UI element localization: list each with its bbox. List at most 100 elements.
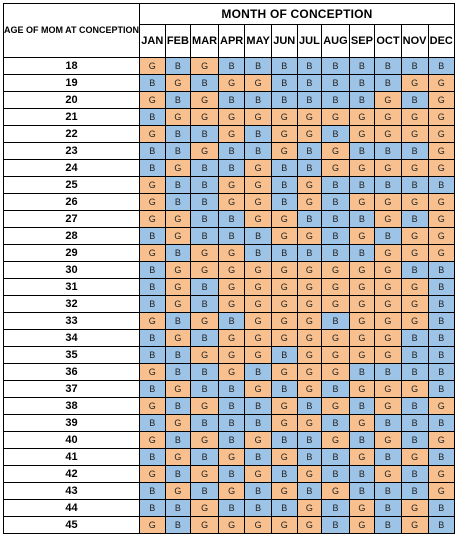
- gender-cell: G: [400, 516, 429, 534]
- gender-cell: G: [348, 516, 376, 534]
- gender-cell: G: [321, 142, 350, 160]
- gender-cell: G: [321, 295, 350, 313]
- gender-cell: B: [427, 329, 455, 347]
- gender-cell: B: [374, 414, 402, 432]
- gender-cell: B: [270, 431, 298, 449]
- gender-cell: G: [164, 227, 192, 245]
- gender-cell: G: [348, 346, 376, 364]
- gender-cell: B: [244, 125, 272, 143]
- gender-cell: G: [217, 329, 246, 347]
- gender-cell: G: [164, 210, 192, 228]
- gender-cell: G: [374, 346, 402, 364]
- gender-cell: B: [139, 295, 166, 313]
- table-row: 21 B G G G G G G G G G G G: [3, 108, 455, 126]
- gender-cell: B: [164, 465, 192, 483]
- table-row: 30 B G G G G G G G G G B B: [3, 261, 455, 279]
- table-row: 28 B G B B B G G B G B G G: [3, 227, 455, 245]
- gender-cell: G: [348, 108, 376, 126]
- gender-cell: B: [348, 244, 376, 262]
- gender-cell: G: [400, 227, 429, 245]
- gender-cell: G: [270, 125, 298, 143]
- gender-cell: G: [244, 278, 272, 296]
- gender-cell: G: [244, 346, 272, 364]
- gender-cell: B: [164, 244, 192, 262]
- table-row: 40 G B G B G B B G B G B G: [3, 431, 455, 449]
- gender-cell: B: [164, 176, 192, 194]
- gender-cell: G: [400, 499, 429, 517]
- gender-cell: B: [190, 227, 219, 245]
- gender-cell: G: [400, 312, 429, 330]
- gender-cell: B: [321, 193, 350, 211]
- gender-cell: B: [400, 210, 429, 228]
- gender-cell: B: [190, 278, 219, 296]
- gender-cell: G: [244, 261, 272, 279]
- gender-cell: G: [244, 465, 272, 483]
- gender-cell: G: [374, 329, 402, 347]
- gender-cell: G: [270, 278, 298, 296]
- age-label: 36: [3, 363, 140, 381]
- gender-cell: B: [190, 159, 219, 177]
- gender-cell: B: [348, 176, 376, 194]
- gender-cell: B: [427, 363, 455, 381]
- gender-cell: B: [321, 125, 350, 143]
- gender-cell: B: [348, 142, 376, 160]
- gender-cell: B: [427, 499, 455, 517]
- gender-cell: G: [321, 482, 350, 500]
- gender-cell: B: [270, 465, 298, 483]
- gender-cell: B: [296, 482, 323, 500]
- gender-cell: G: [190, 516, 219, 534]
- table-row: 36 G B B G B G G G B B B B: [3, 363, 455, 381]
- gender-cell: G: [270, 363, 298, 381]
- gender-cell: G: [374, 159, 402, 177]
- gender-cell: G: [270, 312, 298, 330]
- gender-cell: G: [400, 295, 429, 313]
- gender-cell: G: [164, 329, 192, 347]
- gender-cell: B: [348, 363, 376, 381]
- table-row: 31 B G B G G G G G G G G B: [3, 278, 455, 296]
- gender-cell: B: [348, 397, 376, 415]
- gender-cell: G: [164, 414, 192, 432]
- age-label: 42: [3, 465, 140, 483]
- gender-cell: G: [270, 448, 298, 466]
- gender-cell: B: [400, 482, 429, 500]
- gender-cell: B: [400, 397, 429, 415]
- gender-cell: B: [427, 448, 455, 466]
- gender-cell: B: [217, 227, 246, 245]
- gender-cell: B: [244, 363, 272, 381]
- chart-table: AGE OF MOM AT CONCEPTION MONTH OF CONCEP…: [3, 3, 455, 534]
- gender-cell: B: [296, 142, 323, 160]
- gender-cell: B: [400, 414, 429, 432]
- gender-cell: G: [296, 329, 323, 347]
- gender-cell: B: [321, 516, 350, 534]
- gender-cell: B: [217, 312, 246, 330]
- gender-cell: G: [139, 312, 166, 330]
- gender-cell: G: [321, 278, 350, 296]
- gender-cell: G: [164, 278, 192, 296]
- gender-cell: B: [321, 210, 350, 228]
- gender-cell: B: [321, 380, 350, 398]
- age-label: 23: [3, 142, 140, 160]
- gender-cell: B: [139, 142, 166, 160]
- age-label: 30: [3, 261, 140, 279]
- gender-cell: G: [164, 159, 192, 177]
- gender-cell: G: [296, 312, 323, 330]
- gender-cell: G: [348, 125, 376, 143]
- age-label: 26: [3, 193, 140, 211]
- gender-cell: B: [139, 108, 166, 126]
- gender-cell: B: [139, 346, 166, 364]
- gender-cell: B: [321, 465, 350, 483]
- gender-cell: G: [296, 108, 323, 126]
- gender-cell: G: [190, 142, 219, 160]
- age-label: 25: [3, 176, 140, 194]
- gender-cell: G: [427, 397, 455, 415]
- gender-prediction-chart: AGE OF MOM AT CONCEPTION MONTH OF CONCEP…: [3, 3, 455, 534]
- gender-cell: G: [190, 91, 219, 109]
- gender-cell: B: [190, 380, 219, 398]
- gender-cell: B: [190, 193, 219, 211]
- gender-cell: G: [270, 108, 298, 126]
- table-row: 35 B B G G G B G G G G B B: [3, 346, 455, 364]
- gender-cell: G: [400, 74, 429, 92]
- gender-cell: G: [374, 431, 402, 449]
- gender-cell: B: [190, 295, 219, 313]
- gender-cell: B: [270, 193, 298, 211]
